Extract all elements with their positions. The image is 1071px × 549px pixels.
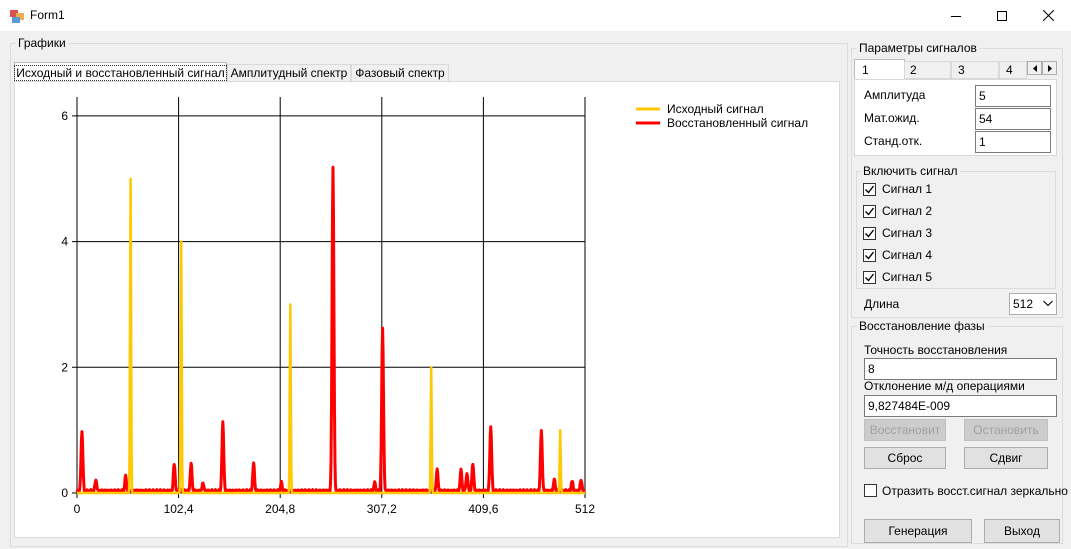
amplitude-label: Амплитуда xyxy=(864,88,926,102)
std-label: Станд.отк. xyxy=(864,134,923,148)
arrow-right-icon xyxy=(1047,64,1052,72)
y-tick-label: 4 xyxy=(61,235,68,249)
checkmark-icon xyxy=(865,207,875,216)
tab-label: 3 xyxy=(958,63,965,77)
mirror-checkbox[interactable] xyxy=(864,484,877,497)
params-group-label: Параметры сигналов xyxy=(857,41,979,55)
checkmark-icon xyxy=(865,229,875,238)
signal-2-checkbox[interactable] xyxy=(863,205,876,218)
param-tab-3[interactable]: 3 xyxy=(951,61,999,79)
arrow-left-icon xyxy=(1032,64,1037,72)
mean-label: Мат.ожид. xyxy=(864,111,920,125)
checkmark-icon xyxy=(865,273,875,282)
tab-label: 2 xyxy=(910,63,917,77)
y-tick-label: 0 xyxy=(61,486,68,500)
stop-button[interactable]: Остановить xyxy=(964,419,1048,441)
series-line-original xyxy=(76,177,586,495)
tab-label: Фазовый спектр xyxy=(355,66,445,80)
title-bar: Form1 xyxy=(0,0,1071,31)
param-tab-4[interactable]: 4 xyxy=(999,61,1027,79)
chart: 0 102,4 204,8 307,2 409,6 512 0 2 4 6 Исходный сиг… xyxy=(61,97,808,516)
length-label: Длина xyxy=(864,297,900,311)
signal-4-label: Сигнал 4 xyxy=(882,248,933,262)
length-select[interactable]: 512 xyxy=(1009,293,1057,315)
x-tick-label: 204,8 xyxy=(265,502,295,516)
signal-3-checkbox[interactable] xyxy=(863,227,876,240)
signal-4-checkbox[interactable] xyxy=(863,249,876,262)
deviation-label: Отклонение м/д операциями xyxy=(864,379,1025,393)
phase-restoration-group-label: Восстановление фазы xyxy=(857,319,987,333)
maximize-button[interactable] xyxy=(979,0,1025,31)
tab-scroll-left-button[interactable] xyxy=(1027,61,1042,75)
tab-amplitude-spectrum[interactable]: Амплитудный спектр xyxy=(227,64,351,82)
close-icon xyxy=(1042,10,1054,21)
signal-2-label: Сигнал 2 xyxy=(882,204,933,218)
tab-phase-spectrum[interactable]: Фазовый спектр xyxy=(351,64,449,82)
param-tab-2[interactable]: 2 xyxy=(904,61,951,79)
signal-3-label: Сигнал 3 xyxy=(882,226,933,240)
x-tick-label: 102,4 xyxy=(164,502,194,516)
reset-button[interactable]: Сброс xyxy=(864,447,946,469)
minimize-button[interactable] xyxy=(933,0,979,31)
signal-5-checkbox[interactable] xyxy=(863,271,876,284)
restore-button[interactable]: Восстановит xyxy=(864,419,946,441)
mean-input[interactable]: 54 xyxy=(975,108,1051,130)
tab-original-restored[interactable]: Исходный и восстановленный сигнал xyxy=(14,62,227,82)
signal-5-label: Сигнал 5 xyxy=(882,270,933,284)
x-tick-label: 512 xyxy=(575,502,595,516)
tab-label: Амплитудный спектр xyxy=(230,66,348,80)
y-tick-label: 6 xyxy=(61,109,68,123)
param-tab-1[interactable]: 1 xyxy=(854,59,905,79)
legend-entry: Восстановленный сигнал xyxy=(667,116,808,130)
signal-1-label: Сигнал 1 xyxy=(882,182,933,196)
accuracy-input[interactable]: 8 xyxy=(864,358,1057,380)
tab-label: 1 xyxy=(862,62,869,77)
checkmark-icon xyxy=(865,251,875,260)
mirror-label: Отразить восст.сигнал зеркально xyxy=(882,484,1068,498)
enable-signal-group-label: Включить сигнал xyxy=(861,164,960,178)
tab-label: Исходный и восстановленный сигнал xyxy=(14,64,227,81)
graphs-group-label: Графики xyxy=(16,36,68,50)
series-line-restored xyxy=(75,165,586,494)
tab-scroll-right-button[interactable] xyxy=(1042,61,1057,75)
close-button[interactable] xyxy=(1025,0,1071,31)
window-title: Form1 xyxy=(30,8,65,22)
chart-tab-page: 0 102,4 204,8 307,2 409,6 512 0 2 4 6 Исходный сиг… xyxy=(14,81,840,538)
minimize-icon xyxy=(951,15,961,17)
legend-entry: Исходный сигнал xyxy=(667,102,764,116)
tab-label: 4 xyxy=(1006,63,1013,77)
graphs-group xyxy=(10,43,848,547)
shift-button[interactable]: Сдвиг xyxy=(964,447,1048,469)
generate-button[interactable]: Генерация xyxy=(864,519,972,543)
exit-button[interactable]: Выход xyxy=(984,519,1060,543)
signal-1-checkbox[interactable] xyxy=(863,183,876,196)
amplitude-input[interactable]: 5 xyxy=(975,85,1051,107)
app-icon xyxy=(10,10,24,23)
x-tick-label: 0 xyxy=(74,502,81,516)
x-tick-label: 409,6 xyxy=(468,502,498,516)
length-value: 512 xyxy=(1013,297,1034,311)
deviation-input[interactable]: 9,827484E-009 xyxy=(864,395,1057,417)
maximize-icon xyxy=(997,10,1007,21)
std-input[interactable]: 1 xyxy=(975,131,1051,153)
accuracy-label: Точность восстановления xyxy=(864,343,1008,357)
x-tick-label: 307,2 xyxy=(367,502,397,516)
chevron-down-icon xyxy=(1043,300,1053,307)
checkmark-icon xyxy=(865,185,875,194)
y-tick-label: 2 xyxy=(61,360,68,374)
